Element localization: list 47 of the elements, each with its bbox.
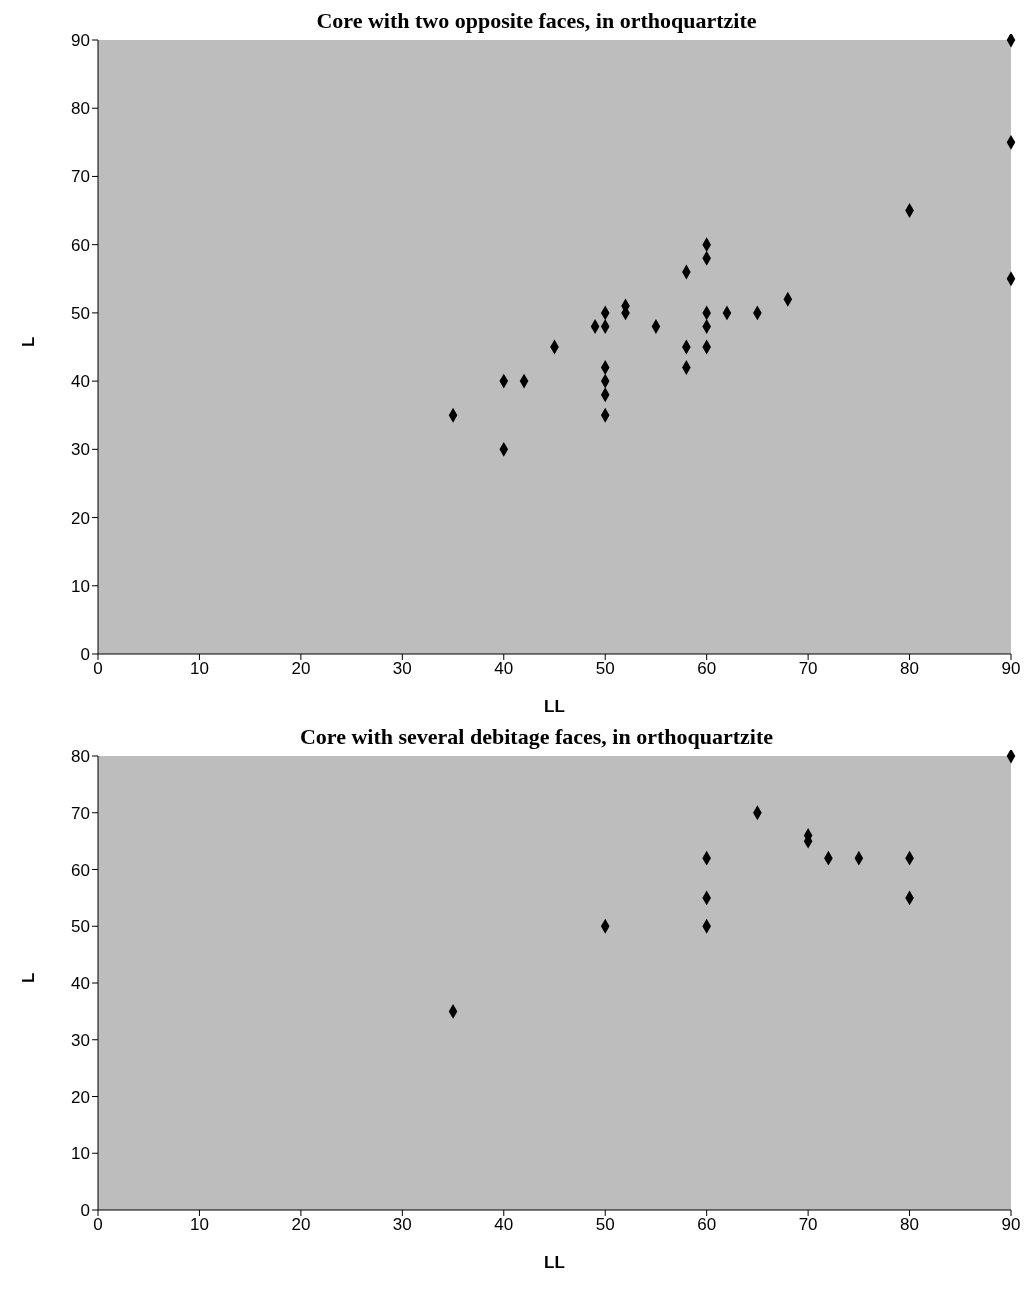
y-tick-label: 70 [71,803,90,823]
x-tick-label: 60 [697,1215,717,1235]
y-tick-label: 60 [71,860,90,880]
x-tick-label: 10 [189,659,209,679]
y-tick-label: 0 [80,645,90,665]
x-tick-label: 50 [595,659,615,679]
y-tick-label: 10 [71,1144,90,1164]
point [1006,34,1016,48]
y-tick-label: 50 [71,917,90,937]
y-tick-label: 90 [71,31,90,51]
x-tick-label: 90 [1001,659,1021,679]
x-tick-label: 30 [392,659,412,679]
y-tick-label: 60 [71,235,90,255]
x-tick-label: 40 [494,1215,514,1235]
y-tick-label: 50 [71,303,90,323]
x-axis-title: LL [544,697,565,716]
x-tick-label: 90 [1001,1215,1021,1235]
y-tick-label: 80 [71,747,90,767]
x-tick-label: 0 [93,1215,103,1235]
y-tick-label: 20 [71,508,90,528]
x-tick-label: 50 [595,1215,615,1235]
x-tick-label: 30 [392,1215,412,1235]
x-tick-label: 80 [900,659,920,679]
chart-title: Core with two opposite faces, in orthoquartzite [316,8,757,33]
y-tick-label: 40 [71,372,90,392]
y-tick-label: 20 [71,1087,90,1107]
y-tick-label: 30 [71,440,90,460]
x-tick-label: 0 [93,659,103,679]
y-tick-label: 40 [71,974,90,994]
chart-title: Core with several debitage faces, in orthoquartzite [299,724,774,749]
x-tick-label: 40 [494,659,514,679]
y-axis-title: L [19,336,39,347]
y-tick-label: 10 [71,576,90,596]
x-tick-label: 80 [900,1215,920,1235]
x-tick-label: 20 [291,1215,311,1235]
x-tick-label: 60 [697,659,717,679]
point [1006,750,1016,764]
y-tick-label: 30 [71,1030,90,1050]
x-tick-label: 70 [798,1215,818,1235]
x-axis-title: LL [544,1253,565,1272]
y-tick-label: 70 [71,167,90,187]
y-tick-label: 80 [71,99,90,119]
y-tick-label: 0 [80,1201,90,1221]
x-tick-label: 70 [798,659,818,679]
x-tick-label: 10 [189,1215,209,1235]
y-axis-title: L [19,972,39,983]
x-tick-label: 20 [291,659,311,679]
